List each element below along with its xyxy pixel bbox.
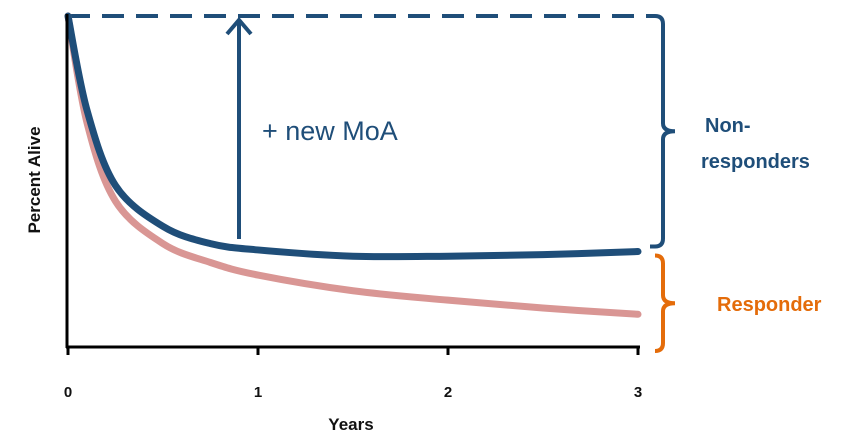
series-line-non-responder xyxy=(64,12,642,261)
x-tick-label: 2 xyxy=(444,384,452,401)
responder-label: Responder xyxy=(717,294,822,316)
x-tick-label: 3 xyxy=(634,384,642,401)
responder-bracket xyxy=(654,253,676,353)
non-responders-label-line1: Non- xyxy=(705,115,751,137)
axes xyxy=(65,14,640,349)
y-axis-title: Percent Alive xyxy=(25,126,44,233)
x-tick-label: 1 xyxy=(254,384,262,401)
x-tick-label: 0 xyxy=(64,384,72,401)
non-responders-bracket xyxy=(650,14,676,249)
x-axis-title: Years xyxy=(328,415,373,434)
new-moa-label: + new MoA xyxy=(262,116,398,146)
non-responders-label-line2: responders xyxy=(701,151,810,173)
arrow-head xyxy=(225,16,253,36)
series-line-responder xyxy=(64,12,642,318)
x-ticks: 0 1 2 3 xyxy=(64,347,642,401)
